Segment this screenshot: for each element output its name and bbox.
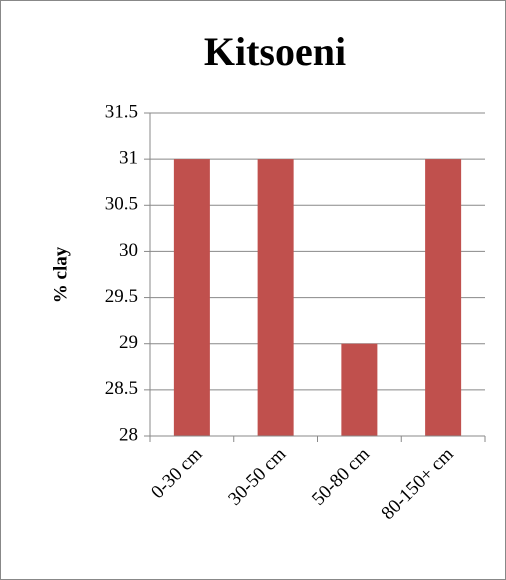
- y-axis-label: % clay: [50, 246, 71, 303]
- y-tick-label: 28.5: [105, 378, 138, 399]
- y-tick-label: 31: [119, 148, 138, 169]
- bar: [173, 159, 210, 436]
- bar: [341, 343, 378, 436]
- bar: [257, 159, 294, 436]
- y-tick-label: 28: [119, 424, 138, 445]
- y-tick-label: 29: [119, 332, 138, 353]
- y-tick-label: 30: [119, 240, 138, 261]
- y-tick-label: 30.5: [105, 194, 138, 215]
- y-tick-label: 29.5: [105, 286, 138, 307]
- chart-title: Kitsoeni: [204, 29, 346, 74]
- y-tick-label: 31.5: [105, 101, 138, 122]
- bar: [425, 159, 462, 436]
